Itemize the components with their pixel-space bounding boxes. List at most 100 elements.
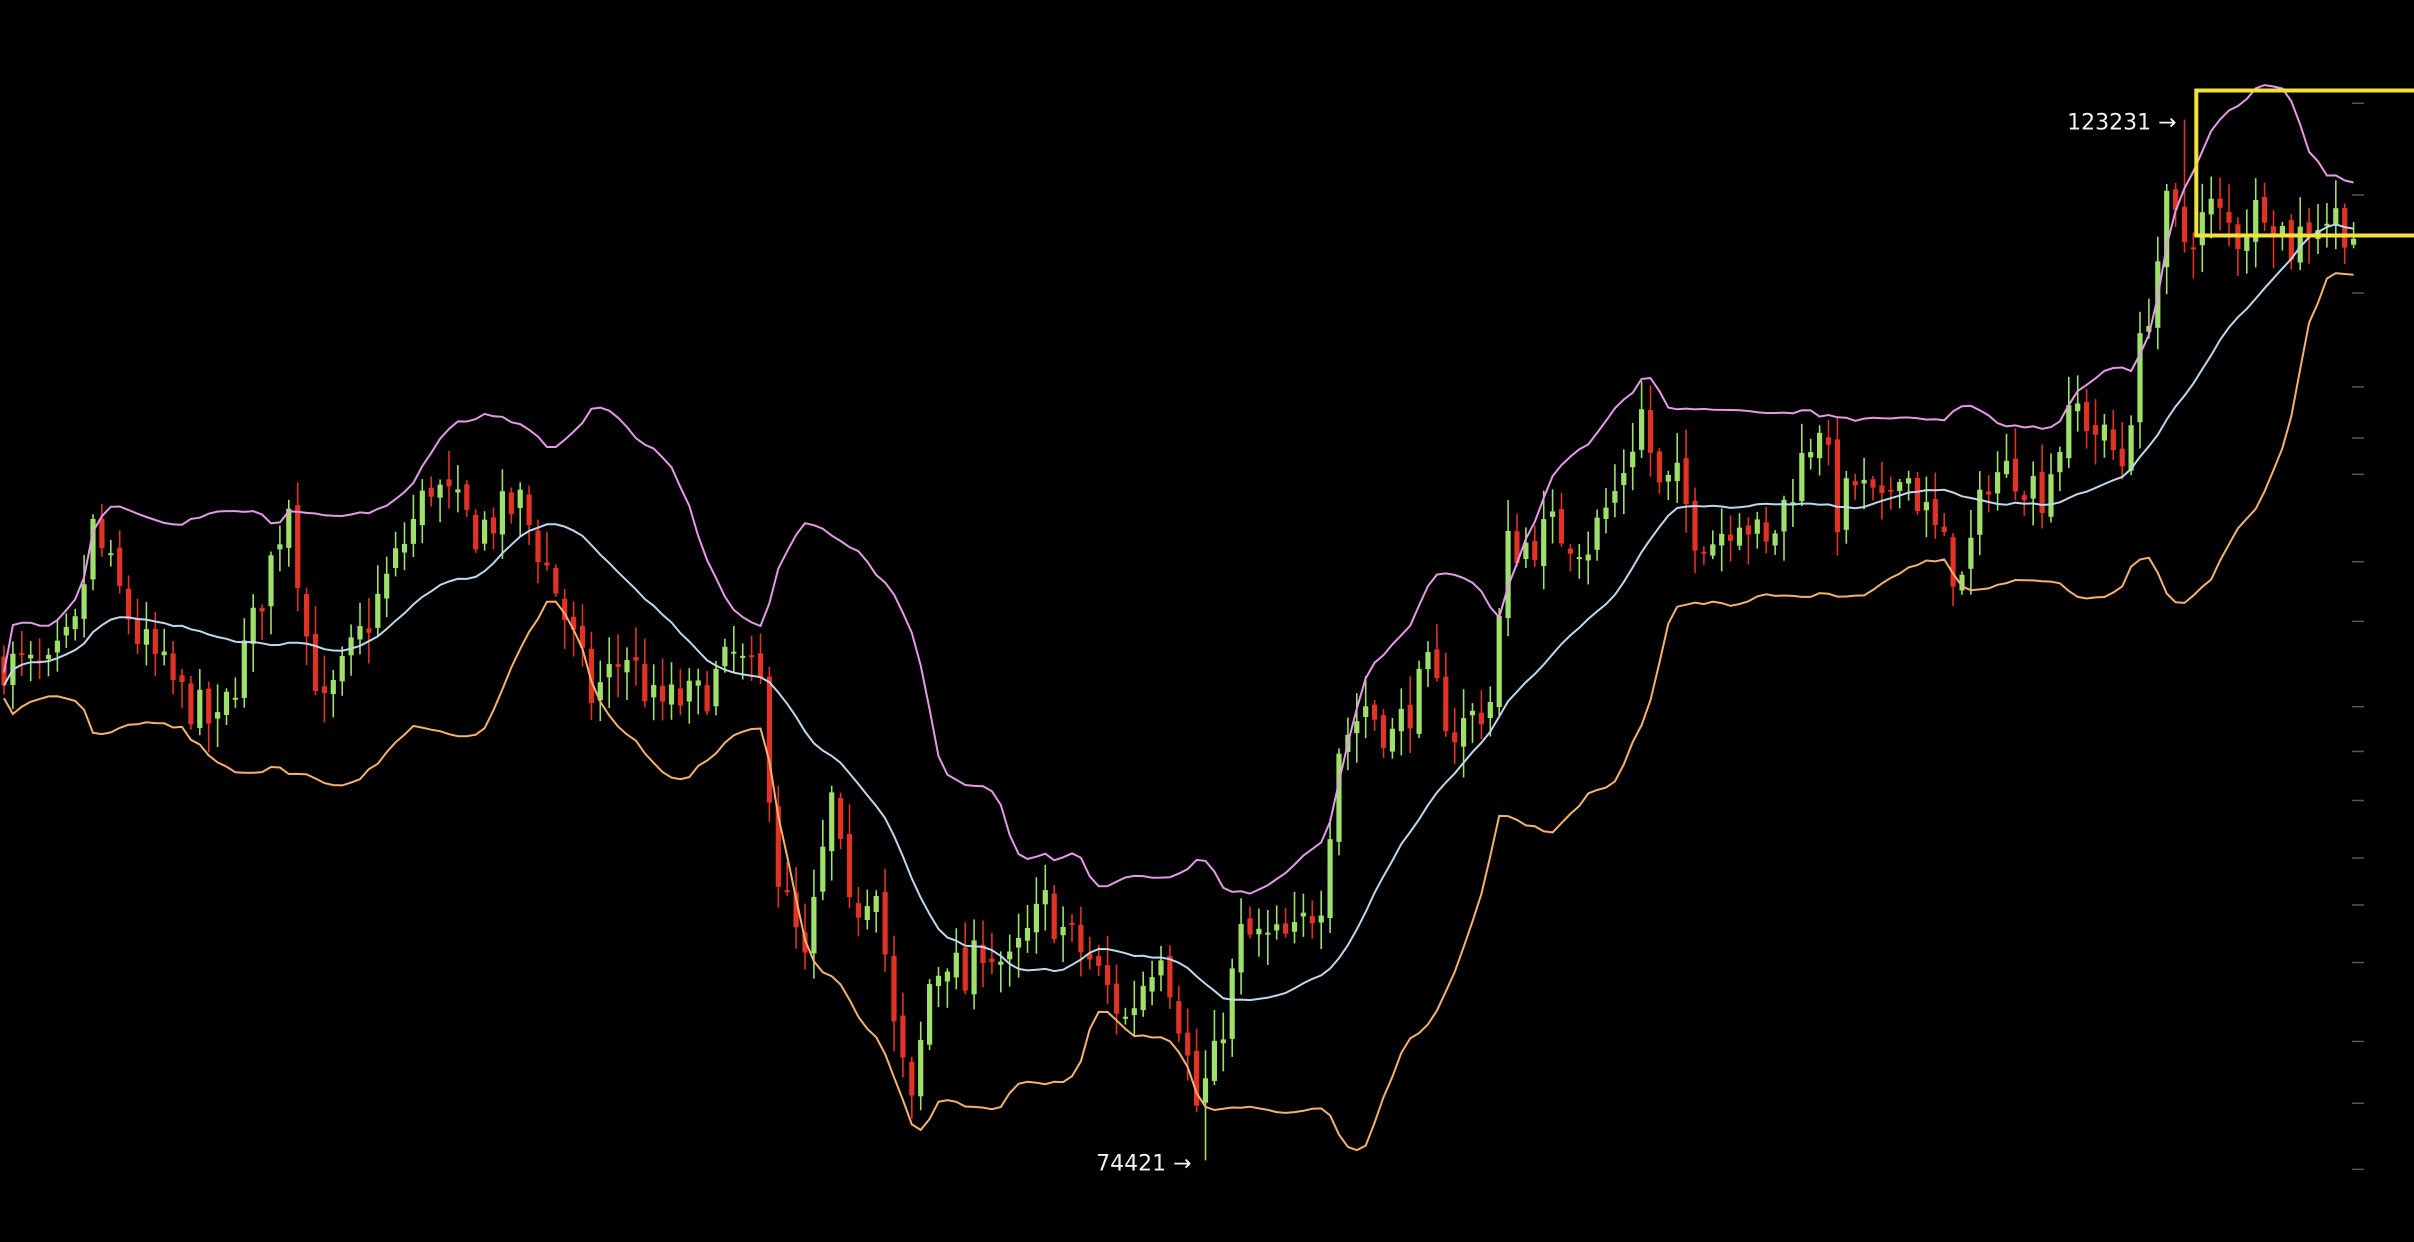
candle-body [2181, 206, 2188, 243]
candle-body [668, 684, 675, 705]
candle-body [1558, 509, 1565, 544]
candle-body [1594, 517, 1600, 550]
candle-body [1843, 478, 1849, 530]
candle-body [588, 648, 594, 704]
candle-body [446, 479, 452, 487]
candle-body [651, 685, 657, 698]
candle-body [419, 490, 425, 526]
candle-body [535, 530, 541, 563]
candle-body [1941, 526, 1947, 532]
candle-body [1007, 951, 1013, 960]
candle-body [2288, 220, 2294, 260]
candle-body [508, 492, 514, 515]
candle-body [1389, 728, 1395, 752]
candle-body [2244, 236, 2250, 251]
candle-body [206, 688, 212, 724]
candle-body [1407, 704, 1413, 729]
candle-body [188, 683, 194, 725]
candle-body [1736, 527, 1743, 546]
candle-body [1113, 983, 1120, 1014]
candle-body [473, 514, 479, 550]
candle-body [1541, 519, 1547, 567]
candle-body [2003, 460, 2010, 475]
candle-body [170, 653, 176, 681]
candle-body [268, 555, 274, 607]
candle-body [1861, 479, 1867, 484]
candle-body [2208, 198, 2214, 215]
candle-body [1914, 477, 1921, 512]
candle-body [1630, 451, 1636, 468]
candle-body [1158, 960, 1164, 976]
candle-body [1461, 718, 1467, 747]
candle-body [117, 547, 123, 586]
candle-body [1238, 923, 1244, 973]
candle-body [19, 653, 25, 656]
candle-body [2075, 403, 2081, 412]
candle-body [1932, 499, 1938, 525]
candle-body [615, 664, 621, 667]
candle-body [1888, 489, 1894, 492]
candle-body [54, 640, 60, 653]
candle-body [1051, 893, 1057, 940]
candle-body [2146, 326, 2152, 332]
candle-body [1274, 924, 1280, 931]
candle-body [1060, 926, 1066, 936]
candle-body [304, 594, 310, 637]
candle-body [72, 616, 78, 630]
candle-body [1309, 916, 1315, 924]
candle-body [1327, 839, 1333, 919]
candle-body [2066, 405, 2072, 459]
candle-body [935, 975, 942, 987]
candle-body [241, 640, 247, 698]
candle-body [900, 1015, 906, 1058]
highlight-box [2194, 88, 2414, 238]
candle-body [1772, 533, 1778, 546]
candle-body [1202, 1078, 1209, 1103]
candle-body [1817, 432, 1823, 459]
candle-body [464, 484, 470, 510]
candle-body [2351, 238, 2357, 245]
candle-body [357, 626, 363, 640]
candle-body [820, 846, 826, 892]
candle-body [562, 598, 568, 621]
candle-body [713, 668, 719, 707]
candle-body [1131, 1008, 1137, 1016]
candle-body [2101, 424, 2107, 441]
candle-body [526, 494, 532, 526]
candle-body [553, 567, 559, 594]
candle-body [1283, 923, 1289, 934]
candle-body [1567, 548, 1573, 554]
candle-body [1194, 1050, 1200, 1106]
candle-body [1016, 937, 1022, 948]
candle-body [597, 682, 603, 701]
candle-body [1834, 439, 1840, 533]
candle-body [1469, 710, 1476, 716]
candle-body [1318, 915, 1324, 923]
candle-body [28, 654, 34, 659]
candle-body [2084, 401, 2090, 432]
candle-body [2270, 226, 2277, 238]
candle-body [1950, 537, 1956, 587]
candle-body [2324, 223, 2330, 226]
candle-body [1719, 533, 1725, 546]
candle-body [339, 656, 345, 682]
candle-body [1923, 502, 1929, 511]
candle-body [1033, 903, 1039, 933]
candle-body [1443, 676, 1449, 732]
candle-body [2199, 212, 2205, 246]
candle-body [1692, 500, 1698, 551]
candle-body [1674, 462, 1680, 482]
candle-body [90, 518, 96, 580]
candle-body [2306, 222, 2312, 234]
candle-body [579, 625, 586, 648]
candle-body [215, 712, 221, 719]
candle-body [1808, 452, 1814, 458]
candle-body [722, 646, 728, 667]
candle-body [1647, 410, 1654, 453]
candle-body [740, 655, 746, 658]
candle-body [1256, 928, 1262, 935]
y-axis-ticks [2352, 102, 2364, 1171]
candle-body [259, 607, 265, 612]
